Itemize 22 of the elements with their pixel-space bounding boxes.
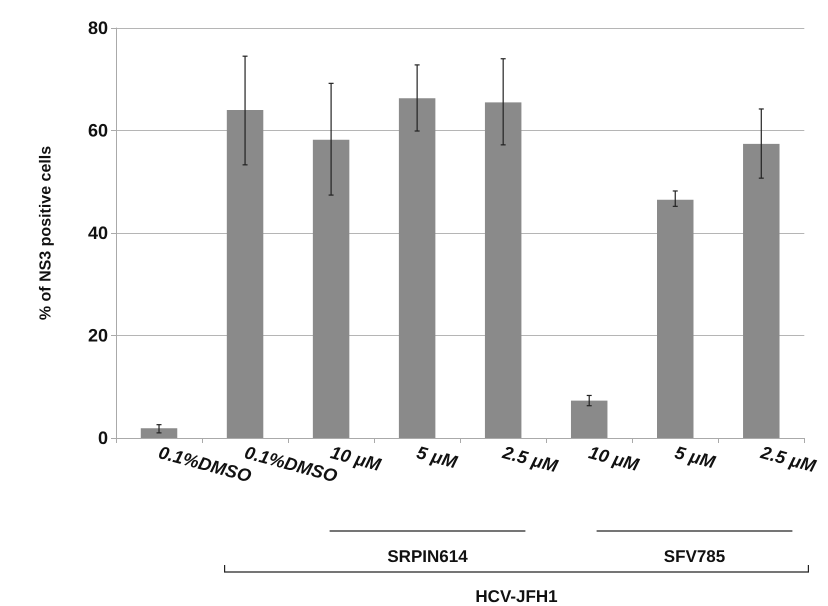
x-tick-label: 5 μM xyxy=(672,442,718,472)
bar xyxy=(140,428,178,438)
text: SFV785 xyxy=(664,547,726,566)
bar xyxy=(226,110,264,438)
bar xyxy=(398,98,436,438)
bar xyxy=(743,144,780,438)
text: HCV-JFH1 xyxy=(475,587,558,606)
x-tick-label: 2.5 μM xyxy=(500,442,561,476)
y-tick-label: 40 xyxy=(88,223,108,243)
y-tick-label: 20 xyxy=(88,326,108,346)
x-tick-label: 5 μM xyxy=(414,442,460,472)
y-axis-title: % of NS3 positive cells xyxy=(38,146,54,320)
bar xyxy=(484,102,522,438)
bar xyxy=(312,140,350,438)
y-tick-label: 80 xyxy=(88,18,108,38)
bar xyxy=(657,200,694,438)
y-tick-label: 0 xyxy=(98,428,108,448)
bar xyxy=(570,400,608,438)
x-tick-label: 2.5 μM xyxy=(758,442,819,476)
x-tick-label: 10 μM xyxy=(586,442,642,476)
y-tick-label: 60 xyxy=(88,120,108,140)
text: SRPIN614 xyxy=(387,547,468,566)
